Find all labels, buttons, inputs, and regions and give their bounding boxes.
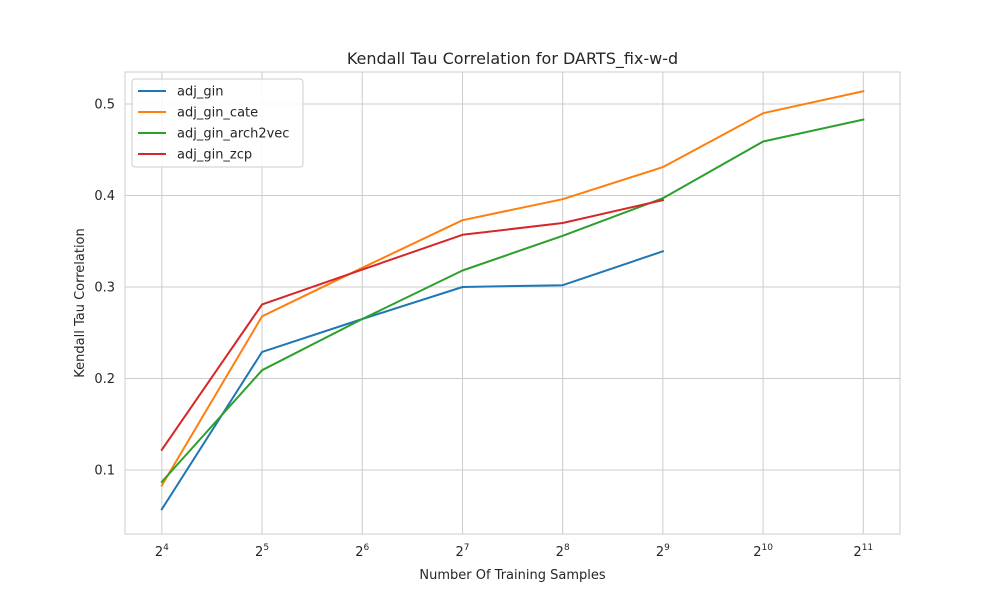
x-axis-label: Number Of Training Samples xyxy=(419,568,605,583)
y-tick-label: 0.5 xyxy=(94,98,115,113)
chart-title: Kendall Tau Correlation for DARTS_fix-w-… xyxy=(347,49,678,69)
legend-label: adj_gin_cate xyxy=(177,106,258,121)
legend-label: adj_gin_arch2vec xyxy=(177,127,289,142)
y-tick-label: 0.2 xyxy=(94,372,115,387)
series-line-adj-gin-arch2vec xyxy=(160,118,865,484)
legend-label: adj_gin xyxy=(177,85,223,100)
series-layer xyxy=(160,90,865,511)
legend-box xyxy=(131,78,304,168)
series-line-adj-gin-zcp xyxy=(160,198,665,452)
y-tick-label: 0.3 xyxy=(94,280,115,295)
x-tick-label: 211 xyxy=(853,543,873,560)
x-tick-label: 26 xyxy=(355,543,369,560)
x-tick-label: 27 xyxy=(455,543,469,560)
x-tick-label: 29 xyxy=(656,543,670,560)
y-tick-label: 0.4 xyxy=(94,189,115,204)
x-tick-label: 210 xyxy=(753,543,773,560)
series-line-adj-gin xyxy=(160,250,665,511)
x-tick-label: 28 xyxy=(556,543,570,560)
y-tick-label: 0.1 xyxy=(94,463,115,478)
x-tick-label: 24 xyxy=(155,543,169,560)
legend: adj_gin adj_gin_cate adj_gin_arch2vec adj_g… xyxy=(131,78,304,168)
legend-label: adj_gin_zcp xyxy=(177,148,252,163)
y-axis-label: Kendall Tau Correlation xyxy=(73,228,88,378)
x-tick-label: 25 xyxy=(255,543,269,560)
plot-frame xyxy=(124,71,901,535)
series-line-adj-gin-cate xyxy=(160,90,865,487)
tick-labels: 24 25 26 27 28 29 210 211 0.1 0.2 0.3 0.4 0.5 xyxy=(94,98,873,560)
